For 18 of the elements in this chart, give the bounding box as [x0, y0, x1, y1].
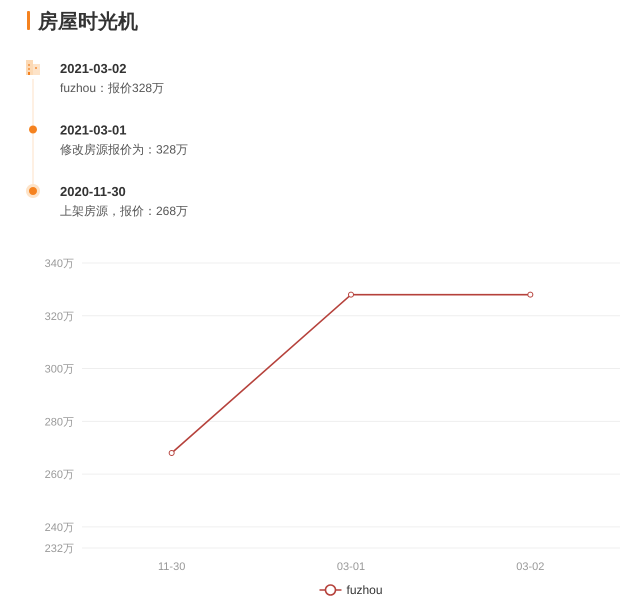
text: 修改房源报价为：328万 — [60, 142, 188, 156]
x-tick-label: 11-30 — [158, 561, 186, 573]
chart-title: 房屋时光机 — [37, 10, 138, 33]
x-tick-label: 03-02 — [516, 561, 544, 573]
text: 2021-03-02 — [60, 61, 126, 76]
text: 2020-11-30 — [60, 184, 126, 199]
x-tick-label: 03-01 — [336, 561, 366, 573]
y-tick-label: 232万 — [44, 543, 74, 555]
y-tick-label: 300万 — [44, 364, 74, 376]
legend-label: fuzhou — [346, 583, 383, 597]
y-tick-label: 320万 — [44, 310, 74, 323]
y-tick-label: 240万 — [44, 522, 74, 534]
text: fuzhou：报价328万 — [60, 81, 164, 95]
text: 2021-03-01 — [60, 122, 126, 138]
y-tick-label: 260万 — [44, 469, 74, 482]
text: 上架房源，报价：268万 — [60, 204, 188, 218]
y-tick-label: 280万 — [44, 416, 74, 428]
y-tick-label: 340万 — [44, 258, 74, 270]
